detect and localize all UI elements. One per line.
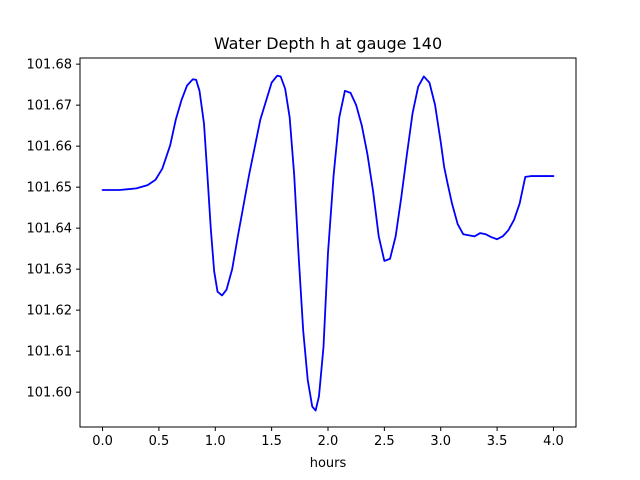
x-tick-label: 0.0 bbox=[92, 434, 113, 449]
y-tick-label: 101.61 bbox=[27, 345, 73, 360]
x-axis-label: hours bbox=[310, 456, 347, 471]
chart-title: Water Depth h at gauge 140 bbox=[214, 34, 442, 53]
y-tick-label: 101.65 bbox=[27, 181, 73, 196]
x-tick-label: 3.5 bbox=[487, 434, 508, 449]
y-tick-label: 101.66 bbox=[27, 140, 73, 155]
y-tick-label: 101.63 bbox=[27, 263, 73, 278]
y-tick-label: 101.62 bbox=[27, 304, 73, 319]
plot-area: 0.0 0.5 1.0 1.5 2.0 2.5 3.0 3.5 4.0 101.60 101.61 1… bbox=[27, 57, 577, 449]
y-tick-label: 101.64 bbox=[27, 222, 73, 237]
x-tick-label: 4.0 bbox=[543, 434, 564, 449]
series-line-1 bbox=[101, 74, 555, 412]
x-tick-label: 0.5 bbox=[149, 434, 170, 449]
x-tick-label: 1.0 bbox=[205, 434, 226, 449]
x-tick-label: 3.0 bbox=[430, 434, 451, 449]
y-tick-label: 101.67 bbox=[27, 99, 73, 114]
x-tick-label: 2.5 bbox=[374, 434, 395, 449]
x-tick-label: 2.0 bbox=[318, 434, 339, 449]
x-tick-label: 1.5 bbox=[261, 434, 282, 449]
y-tick-label: 101.60 bbox=[27, 386, 73, 401]
y-tick-label: 101.68 bbox=[27, 58, 73, 73]
